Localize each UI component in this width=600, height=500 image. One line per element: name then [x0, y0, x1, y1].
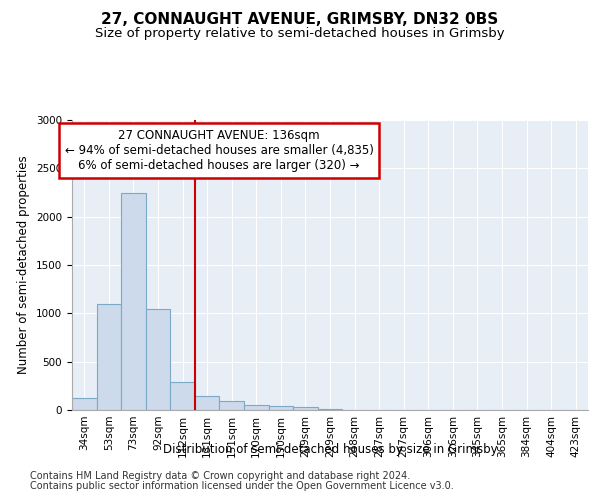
Text: Contains HM Land Registry data © Crown copyright and database right 2024.: Contains HM Land Registry data © Crown c…: [30, 471, 410, 481]
Text: 27, CONNAUGHT AVENUE, GRIMSBY, DN32 0BS: 27, CONNAUGHT AVENUE, GRIMSBY, DN32 0BS: [101, 12, 499, 28]
Bar: [318, 408, 342, 410]
Y-axis label: Number of semi-detached properties: Number of semi-detached properties: [17, 156, 31, 374]
Text: Size of property relative to semi-detached houses in Grimsby: Size of property relative to semi-detach…: [95, 28, 505, 40]
Bar: [72, 398, 97, 410]
Bar: [97, 304, 121, 410]
Text: Contains public sector information licensed under the Open Government Licence v3: Contains public sector information licen…: [30, 481, 454, 491]
Bar: [244, 404, 269, 410]
Bar: [170, 382, 195, 410]
Bar: [146, 308, 170, 410]
Text: 27 CONNAUGHT AVENUE: 136sqm
← 94% of semi-detached houses are smaller (4,835)
6%: 27 CONNAUGHT AVENUE: 136sqm ← 94% of sem…: [65, 128, 373, 172]
Bar: [293, 406, 318, 410]
Text: Distribution of semi-detached houses by size in Grimsby: Distribution of semi-detached houses by …: [163, 442, 497, 456]
Bar: [195, 396, 220, 410]
Bar: [269, 406, 293, 410]
Bar: [121, 192, 146, 410]
Bar: [220, 401, 244, 410]
